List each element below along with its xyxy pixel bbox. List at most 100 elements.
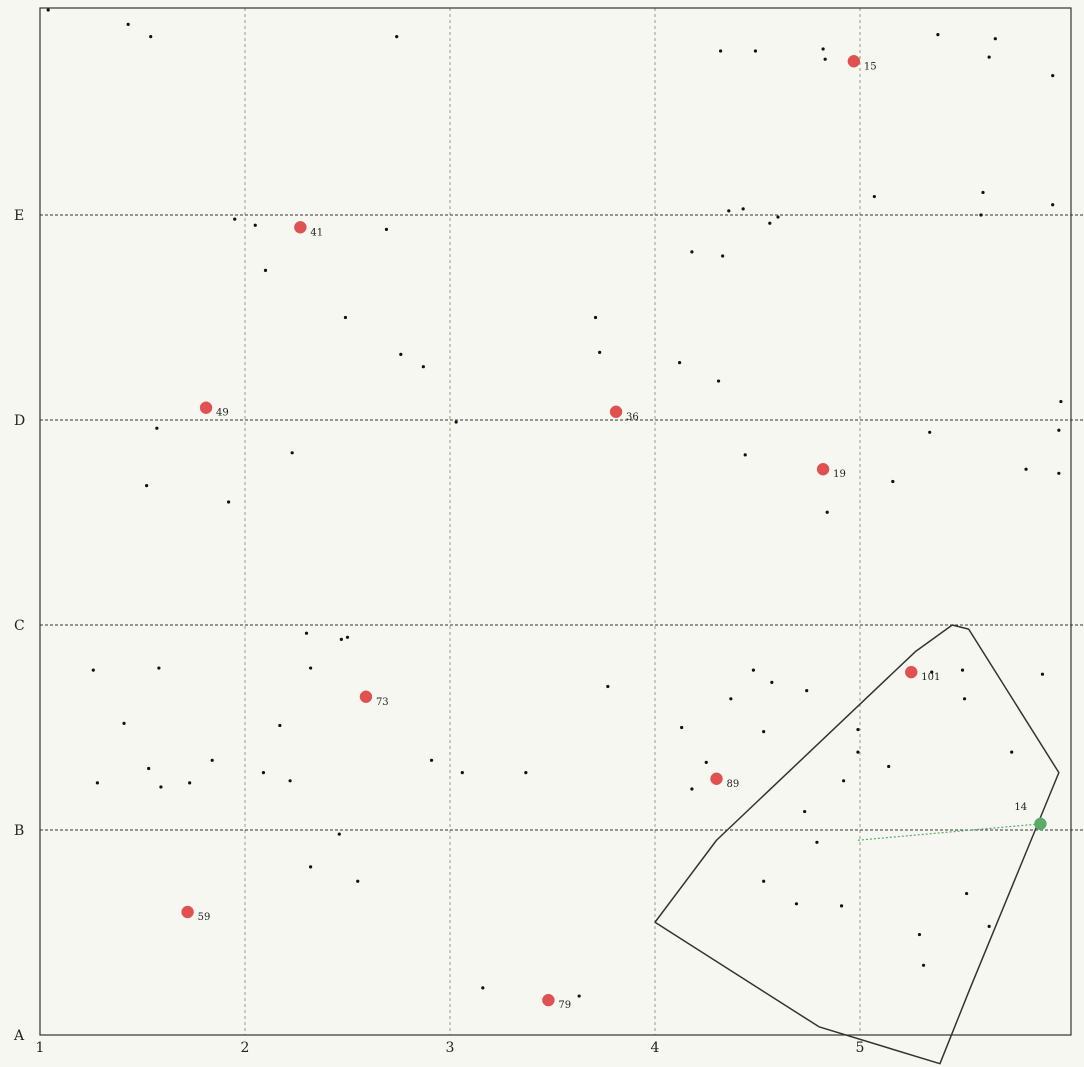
small-point [345, 635, 350, 639]
small-point [454, 420, 458, 424]
point-marker-59[interactable]: 59 [181, 905, 211, 923]
point-dot[interactable] [816, 462, 830, 476]
point-label: 14 [1014, 802, 1027, 813]
small-point [304, 631, 309, 635]
small-point [768, 221, 772, 225]
labeled-points-layer[interactable]: 15 41 49 36 19 101 73 89 14 59 79 [181, 55, 1047, 1011]
small-point [887, 764, 891, 769]
small-point [95, 781, 99, 785]
small-point [823, 57, 827, 61]
small-point [122, 721, 126, 726]
small-point [856, 727, 860, 732]
small-point [598, 350, 602, 354]
small-point [719, 49, 723, 53]
small-point [253, 223, 257, 227]
small-point [210, 758, 214, 762]
small-point [309, 666, 313, 670]
small-point [429, 758, 434, 762]
point-label: 59 [198, 912, 211, 923]
point-marker-15[interactable]: 15 [847, 55, 877, 72]
point-label: 15 [864, 61, 877, 72]
small-point [91, 668, 95, 672]
point-dot[interactable] [542, 993, 555, 1007]
point-marker-36[interactable]: 36 [609, 405, 639, 423]
small-point [721, 254, 725, 258]
small-point [309, 865, 313, 869]
y-axis-label-C: C [14, 618, 25, 634]
small-point [921, 963, 926, 967]
boundary-layer [654, 624, 1060, 1065]
small-point [261, 771, 266, 775]
small-point [727, 209, 731, 213]
point-dot[interactable] [359, 690, 373, 703]
small-point [917, 932, 922, 937]
small-point [690, 250, 694, 254]
small-point [981, 190, 985, 195]
point-marker-101[interactable]: 101 [905, 665, 940, 683]
point-dot[interactable] [1034, 817, 1047, 831]
boundary-link-line [857, 823, 1041, 841]
point-marker-79[interactable]: 79 [542, 993, 571, 1011]
small-point [856, 750, 860, 754]
small-point [753, 49, 758, 53]
small-point [741, 207, 745, 211]
small-point [930, 670, 934, 674]
small-point [233, 217, 237, 221]
small-point [1051, 74, 1055, 78]
point-dot[interactable] [199, 401, 213, 414]
small-point [821, 47, 825, 51]
point-marker-14[interactable]: 14 [1014, 802, 1047, 831]
small-point [960, 668, 965, 672]
point-dot[interactable] [294, 221, 307, 234]
point-dot[interactable] [905, 665, 918, 679]
small-point [290, 451, 294, 455]
small-point [159, 785, 163, 789]
point-dot[interactable] [181, 905, 194, 919]
point-marker-41[interactable]: 41 [294, 221, 323, 238]
small-point [815, 840, 819, 844]
x-axis-label-1: 1 [36, 1040, 45, 1056]
point-marker-19[interactable]: 19 [816, 462, 846, 480]
small-point [1024, 467, 1028, 471]
small-point [188, 781, 192, 785]
point-dot[interactable] [847, 55, 861, 68]
small-point [263, 268, 268, 272]
x-axis-label-2: 2 [241, 1040, 250, 1056]
small-point [395, 35, 399, 39]
small-point [481, 986, 485, 990]
small-point [729, 697, 733, 701]
small-point [399, 352, 403, 356]
point-label: 73 [376, 697, 389, 708]
boundary-polygon [654, 624, 1060, 1065]
point-label: 36 [626, 412, 639, 423]
small-point [1057, 471, 1061, 475]
point-marker-73[interactable]: 73 [359, 690, 389, 708]
small-point [716, 379, 721, 383]
y-axis-label-B: B [14, 823, 24, 839]
small-point [743, 453, 747, 457]
small-point [227, 500, 231, 504]
y-axis-label-D: D [14, 413, 25, 429]
small-point [421, 365, 425, 369]
small-point [987, 55, 991, 59]
small-point [1057, 428, 1061, 432]
small-point [803, 809, 807, 814]
axis-layer: 1 2 3 4 5 A B C D E [13, 208, 864, 1056]
small-point [770, 680, 774, 685]
point-dot[interactable] [609, 405, 623, 419]
point-marker-49[interactable]: 49 [199, 401, 229, 419]
small-point [993, 37, 997, 41]
point-dot[interactable] [710, 772, 723, 785]
point-marker-89[interactable]: 89 [710, 772, 740, 790]
small-point [126, 22, 130, 26]
x-axis-label-5: 5 [856, 1040, 865, 1056]
small-points-layer [46, 8, 1063, 998]
small-point [460, 771, 464, 775]
small-point [704, 760, 708, 764]
small-point [1051, 203, 1055, 207]
small-point [1040, 672, 1045, 676]
small-point [577, 994, 581, 998]
